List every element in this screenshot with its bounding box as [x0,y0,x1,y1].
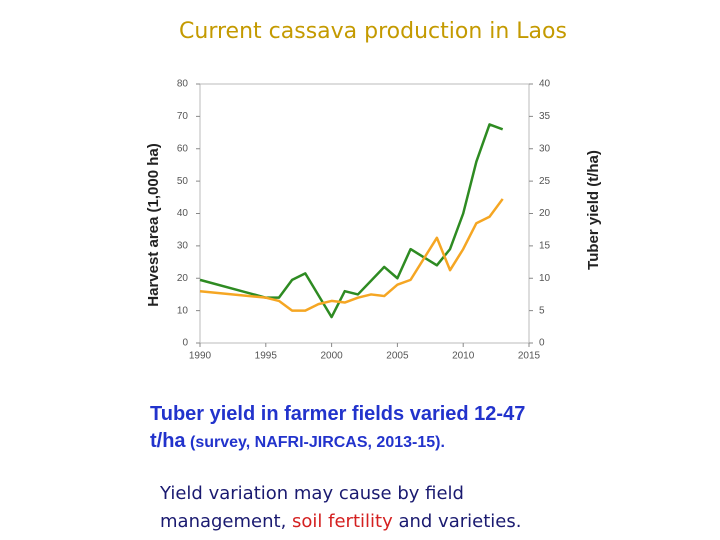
note-unit: t/ha [150,430,186,452]
y2-tick-label: 0 [539,338,545,349]
y-tick-label: 80 [177,79,189,90]
y2-tick-label: 35 [539,111,551,122]
y2-tick-label: 15 [539,241,551,252]
note-line: t/ha (survey, NAFRI-JIRCAS, 2013-15). [150,430,445,452]
y2-tick-label: 5 [539,305,545,316]
caption-line: management, soil fertility and varieties… [160,511,521,532]
y-tick-label: 20 [177,273,189,284]
y2-tick-label: 10 [539,273,551,284]
x-tick-label: 1990 [189,351,212,362]
y2-tick-label: 20 [539,208,551,219]
y-tick-label: 40 [177,208,189,219]
caption-line: Yield variation may cause by field [159,483,464,504]
y-tick-label: 30 [177,241,189,252]
y2-axis-label: Tuber yield (t/ha) [585,150,602,270]
series-line [199,198,504,312]
x-tick-label: 2000 [320,351,343,362]
caption-highlight: soil fertility [292,511,393,532]
y-tick-label: 50 [177,176,189,187]
series-line [199,123,504,319]
plot-frame [199,83,530,344]
y-tick-label: 0 [182,338,188,349]
y-tick-label: 60 [177,143,189,154]
caption-text: and varieties. [393,511,522,532]
y2-tick-label: 30 [539,143,551,154]
x-tick-label: 2005 [386,351,409,362]
chart-title: Current cassava production in Laos [179,19,567,44]
y-tick-label: 10 [177,305,189,316]
y-tick-label: 70 [177,111,189,122]
note-line: Tuber yield in farmer fields varied 12-4… [150,403,525,425]
x-tick-label: 2015 [518,351,541,362]
caption-text: management, [160,511,292,532]
y2-tick-label: 40 [539,79,551,90]
x-tick-label: 2010 [452,351,475,362]
note-source: (survey, NAFRI-JIRCAS, 2013-15). [190,434,445,451]
y2-tick-label: 25 [539,176,551,187]
y-axis-label: Harvest area (1,000 ha) [145,143,162,306]
x-tick-label: 1995 [255,351,278,362]
